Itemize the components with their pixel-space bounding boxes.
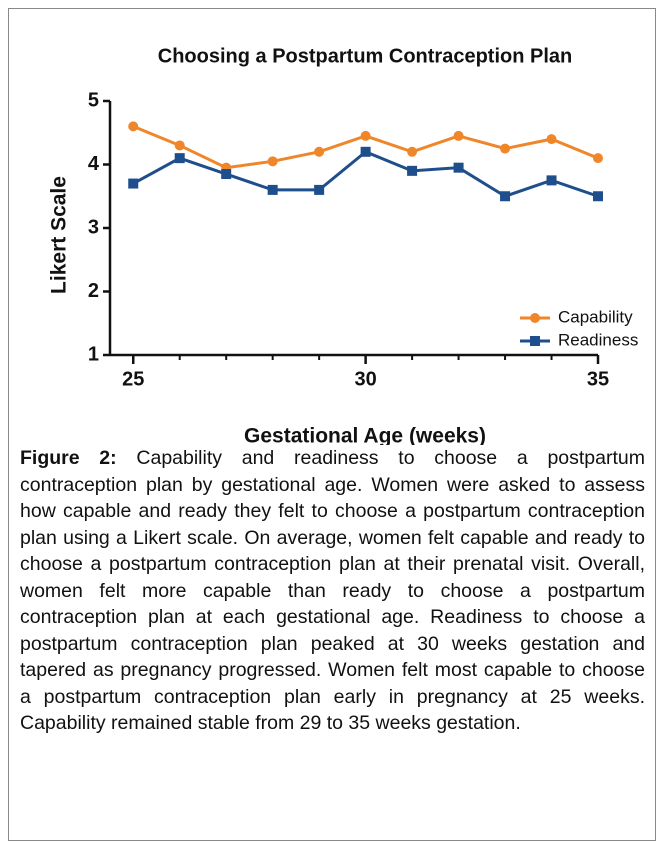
data-point bbox=[267, 184, 278, 195]
caption-label: Figure 2: bbox=[20, 447, 117, 469]
data-point bbox=[407, 146, 418, 157]
legend-label: Readiness bbox=[558, 330, 638, 349]
series-line bbox=[132, 150, 599, 198]
y-axis-label: Likert Scale bbox=[48, 176, 71, 294]
x-axis-label: Gestational Age (weeks) bbox=[244, 425, 486, 445]
chart: Choosing a Postpartum Contraception Plan… bbox=[48, 45, 639, 445]
data-point bbox=[174, 153, 185, 164]
data-point bbox=[593, 191, 603, 202]
data-point bbox=[546, 175, 557, 186]
data-point bbox=[314, 146, 325, 157]
x-tick-label: 35 bbox=[587, 368, 609, 390]
y-tick-label: 5 bbox=[88, 89, 99, 111]
x-tick-label: 30 bbox=[354, 368, 376, 390]
x-tick-label: 25 bbox=[122, 368, 144, 390]
legend-label: Capability bbox=[558, 307, 633, 326]
data-point bbox=[128, 178, 139, 189]
data-point bbox=[360, 146, 371, 157]
data-point bbox=[500, 191, 511, 202]
data-point bbox=[407, 165, 418, 176]
y-tick-label: 2 bbox=[88, 280, 99, 302]
data-point bbox=[546, 134, 557, 145]
data-point bbox=[174, 140, 185, 151]
caption-text: Capability and readiness to choose a pos… bbox=[20, 447, 645, 734]
caption: Figure 2: Capability and readiness to ch… bbox=[20, 445, 645, 737]
data-point bbox=[128, 121, 139, 132]
data-point bbox=[221, 169, 232, 180]
data-point bbox=[500, 143, 511, 154]
data-point bbox=[453, 130, 464, 141]
legend-marker bbox=[530, 336, 540, 346]
data-point bbox=[593, 153, 603, 164]
data-point bbox=[360, 130, 371, 141]
data-point bbox=[453, 162, 464, 173]
legend-marker bbox=[530, 313, 540, 323]
chart-title: Choosing a Postpartum Contraception Plan bbox=[158, 45, 572, 67]
data-point bbox=[314, 184, 325, 195]
y-tick-label: 4 bbox=[88, 153, 100, 175]
y-tick-label: 1 bbox=[88, 343, 99, 365]
y-tick-label: 3 bbox=[88, 216, 99, 238]
figure-frame bbox=[8, 8, 656, 841]
data-point bbox=[267, 156, 278, 167]
